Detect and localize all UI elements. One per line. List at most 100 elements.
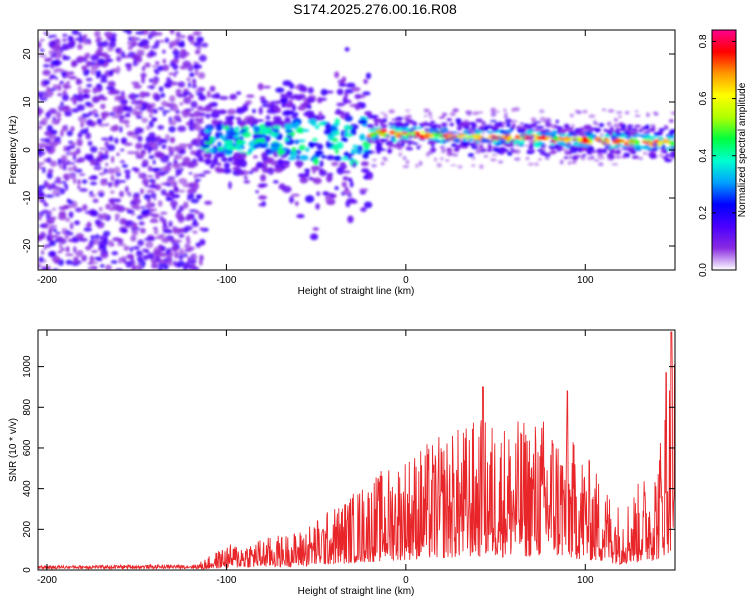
heatmap-cell bbox=[284, 110, 291, 116]
heatmap-cell bbox=[54, 77, 59, 80]
heatmap-cell bbox=[135, 94, 140, 98]
heatmap-cell bbox=[456, 134, 461, 138]
heatmap-cell bbox=[83, 57, 87, 63]
heatmap-cell bbox=[131, 36, 137, 42]
heatmap-cell bbox=[45, 94, 53, 98]
heatmap-cell bbox=[124, 169, 131, 174]
heatmap-cell bbox=[51, 189, 61, 196]
heatmap-cell bbox=[130, 204, 140, 210]
heatmap-cell bbox=[588, 114, 596, 119]
heatmap-cell bbox=[135, 31, 145, 35]
heatmap-cell bbox=[429, 116, 434, 120]
heatmap-cell bbox=[69, 222, 74, 230]
heatmap-cell bbox=[412, 122, 418, 127]
heatmap-cell bbox=[107, 80, 116, 88]
heatmap-cell bbox=[85, 132, 92, 140]
heatmap-cell bbox=[291, 123, 298, 129]
heatmap-cell bbox=[76, 55, 85, 63]
heatmap-cell bbox=[281, 160, 291, 164]
heatmap-cell bbox=[52, 207, 56, 211]
heatmap-cell bbox=[580, 146, 586, 150]
heatmap-cell bbox=[312, 227, 319, 231]
heatmap-cell bbox=[243, 180, 251, 184]
heatmap-cell bbox=[359, 188, 369, 192]
heatmap-cell bbox=[601, 140, 607, 145]
heatmap-cell bbox=[246, 117, 254, 125]
heatmap-cell bbox=[483, 154, 489, 158]
heatmap-cell bbox=[490, 135, 497, 141]
heatmap-cell bbox=[245, 126, 250, 131]
y-tick-label: 20 bbox=[22, 48, 33, 60]
heatmap-cell bbox=[504, 114, 508, 120]
heatmap-cell bbox=[362, 91, 371, 96]
heatmap-cell bbox=[66, 41, 75, 49]
heatmap-cell bbox=[90, 235, 96, 239]
heatmap-cell bbox=[227, 108, 236, 115]
heatmap-cell bbox=[352, 144, 359, 148]
heatmap-cell bbox=[103, 230, 111, 237]
heatmap-cell bbox=[50, 60, 58, 66]
heatmap-cell bbox=[110, 200, 115, 206]
heatmap-cell bbox=[337, 79, 346, 84]
colorbar-label: Normalized spectral amplitude bbox=[737, 82, 748, 217]
heatmap-cell bbox=[606, 121, 612, 127]
colorbar-tick-label: 0.4 bbox=[698, 148, 709, 162]
heatmap-cell bbox=[270, 132, 279, 137]
heatmap-cell bbox=[294, 160, 304, 167]
heatmap-cell bbox=[503, 108, 507, 112]
heatmap-cell bbox=[109, 70, 114, 76]
heatmap-cell bbox=[663, 125, 669, 130]
heatmap-cell bbox=[187, 81, 192, 88]
heatmap-cell bbox=[421, 123, 426, 127]
heatmap-cell bbox=[145, 241, 154, 249]
spectrogram-marks bbox=[38, 30, 675, 270]
heatmap-cell bbox=[104, 31, 113, 37]
heatmap-cell bbox=[110, 174, 115, 182]
heatmap-cell bbox=[119, 190, 124, 198]
heatmap-cell bbox=[150, 167, 159, 172]
heatmap-cell bbox=[299, 176, 308, 184]
heatmap-cell bbox=[196, 148, 206, 153]
heatmap-cell bbox=[210, 111, 220, 119]
heatmap-cell bbox=[168, 259, 173, 267]
heatmap-cell bbox=[462, 119, 470, 124]
heatmap-cell bbox=[127, 151, 136, 155]
heatmap-cell bbox=[132, 194, 140, 200]
heatmap-cell bbox=[67, 166, 74, 172]
heatmap-cell bbox=[85, 77, 93, 82]
heatmap-cell bbox=[75, 147, 81, 155]
heatmap-cell bbox=[240, 105, 249, 112]
heatmap-cell bbox=[39, 38, 45, 42]
heatmap-cell bbox=[668, 133, 675, 137]
heatmap-cell bbox=[156, 65, 164, 72]
heatmap-cell bbox=[46, 157, 52, 164]
heatmap-cell bbox=[651, 124, 656, 130]
heatmap-cell bbox=[168, 179, 175, 185]
heatmap-cell bbox=[294, 201, 299, 207]
heatmap-cell bbox=[200, 131, 207, 137]
heatmap-cell bbox=[127, 45, 133, 51]
heatmap-cell bbox=[343, 137, 348, 143]
heatmap-cell bbox=[136, 215, 144, 220]
heatmap-cell bbox=[463, 126, 471, 130]
heatmap-cell bbox=[51, 235, 59, 239]
heatmap-cell bbox=[70, 142, 77, 147]
heatmap-cell bbox=[172, 246, 179, 252]
heatmap-cell bbox=[97, 213, 101, 220]
heatmap-cell bbox=[105, 123, 109, 126]
heatmap-cell bbox=[89, 181, 98, 186]
heatmap-cell bbox=[307, 105, 312, 109]
heatmap-cell bbox=[123, 142, 133, 146]
heatmap-cell bbox=[141, 76, 145, 84]
heatmap-cell bbox=[361, 168, 370, 173]
heatmap-cell bbox=[471, 156, 476, 161]
heatmap-cell bbox=[596, 148, 604, 154]
heatmap-cell bbox=[193, 41, 202, 48]
heatmap-cell bbox=[109, 208, 114, 211]
heatmap-cell bbox=[39, 142, 47, 148]
heatmap-cell bbox=[388, 109, 395, 114]
y-tick-label: -20 bbox=[22, 238, 33, 253]
heatmap-cell bbox=[183, 201, 189, 209]
heatmap-cell bbox=[118, 95, 126, 100]
heatmap-cell bbox=[52, 228, 57, 232]
